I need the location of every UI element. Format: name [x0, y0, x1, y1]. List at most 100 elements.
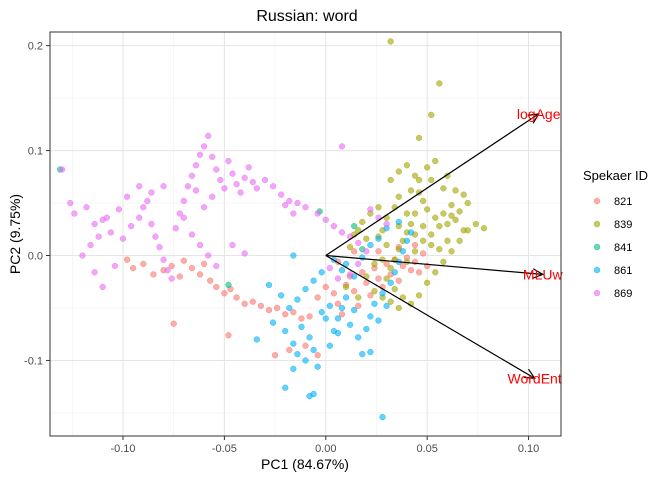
point-839: [371, 288, 378, 295]
point-869: [160, 256, 167, 263]
point-869: [164, 267, 171, 274]
point-841: [225, 281, 232, 289]
point-861: [367, 348, 374, 356]
point-839: [375, 204, 382, 211]
point-861: [359, 351, 366, 358]
point-869: [269, 183, 277, 190]
point-821: [338, 311, 346, 318]
point-861: [403, 237, 411, 244]
point-869: [79, 252, 86, 259]
y-tick-label: 0.2: [28, 41, 43, 53]
point-869: [290, 210, 297, 217]
point-821: [302, 342, 309, 349]
point-839: [383, 241, 390, 249]
point-839: [387, 176, 394, 184]
point-869: [103, 214, 110, 221]
point-869: [383, 220, 390, 228]
point-839: [419, 222, 427, 230]
point-869: [196, 151, 204, 158]
point-821: [129, 264, 137, 272]
point-839: [407, 187, 415, 194]
point-821: [314, 294, 321, 301]
point-839: [448, 201, 455, 209]
point-869: [83, 204, 90, 211]
point-861: [371, 300, 378, 307]
point-839: [403, 162, 411, 169]
point-869: [160, 183, 167, 190]
point-869: [184, 183, 192, 190]
point-869: [205, 252, 212, 259]
point-821: [196, 271, 204, 278]
point-839: [480, 225, 488, 232]
point-869: [241, 250, 248, 257]
y-tick-label: 0.1: [28, 146, 43, 158]
point-869: [119, 235, 127, 242]
point-821: [286, 346, 293, 354]
point-821: [271, 352, 279, 359]
point-821: [355, 302, 362, 310]
point-861: [346, 321, 354, 328]
point-869: [59, 166, 66, 173]
point-869: [322, 216, 329, 223]
point-869: [229, 241, 236, 249]
point-861: [306, 334, 313, 341]
point-821: [273, 304, 281, 312]
point-861: [359, 254, 366, 261]
point-869: [209, 193, 216, 200]
point-821: [415, 269, 423, 276]
point-869: [213, 262, 220, 270]
point-861: [290, 340, 297, 347]
point-861: [310, 346, 317, 354]
point-839: [432, 269, 439, 276]
point-869: [168, 275, 175, 282]
point-861: [290, 252, 297, 259]
legend-key-861: [593, 266, 601, 274]
legend-label-821: 821: [614, 196, 632, 208]
legend-label-839: 839: [614, 219, 632, 231]
point-869: [192, 162, 200, 169]
point-861: [314, 363, 321, 370]
point-821: [241, 300, 248, 307]
point-821: [290, 309, 297, 316]
y-axis-label: PC2 (9.75%): [7, 194, 23, 274]
point-821: [359, 269, 366, 276]
point-839: [415, 292, 423, 299]
point-839: [428, 176, 435, 184]
vector-logage: [325, 113, 540, 257]
point-869: [196, 241, 204, 249]
point-869: [294, 199, 301, 207]
point-839: [371, 260, 378, 268]
point-839: [456, 237, 463, 244]
point-869: [241, 174, 248, 182]
legend-key-839: [593, 220, 601, 228]
point-839: [460, 227, 467, 234]
point-839: [355, 294, 362, 301]
point-861: [375, 317, 382, 324]
point-861: [338, 267, 346, 274]
vector-label-wordent: WordEnt: [508, 370, 562, 386]
point-821: [375, 248, 382, 255]
point-861: [282, 327, 289, 335]
vector-arrowhead: [523, 368, 536, 379]
point-839: [444, 237, 451, 244]
point-869: [156, 243, 163, 251]
point-869: [217, 176, 224, 184]
point-861: [363, 325, 370, 333]
vector-wordent: [325, 254, 535, 379]
point-821: [351, 248, 358, 255]
point-821: [395, 277, 402, 284]
point-839: [440, 258, 447, 265]
point-839: [448, 248, 455, 255]
point-821: [306, 313, 313, 320]
point-869: [334, 275, 342, 282]
point-821: [265, 306, 273, 314]
point-869: [355, 239, 362, 247]
point-821: [314, 352, 321, 359]
point-869: [261, 176, 269, 184]
point-869: [286, 197, 293, 205]
point-839: [432, 157, 439, 165]
vector-arrowhead: [527, 113, 540, 124]
point-861: [265, 281, 273, 289]
y-axis-ticks: -0.1 0.0 0.1 0.2: [24, 41, 50, 367]
point-869: [213, 166, 220, 173]
